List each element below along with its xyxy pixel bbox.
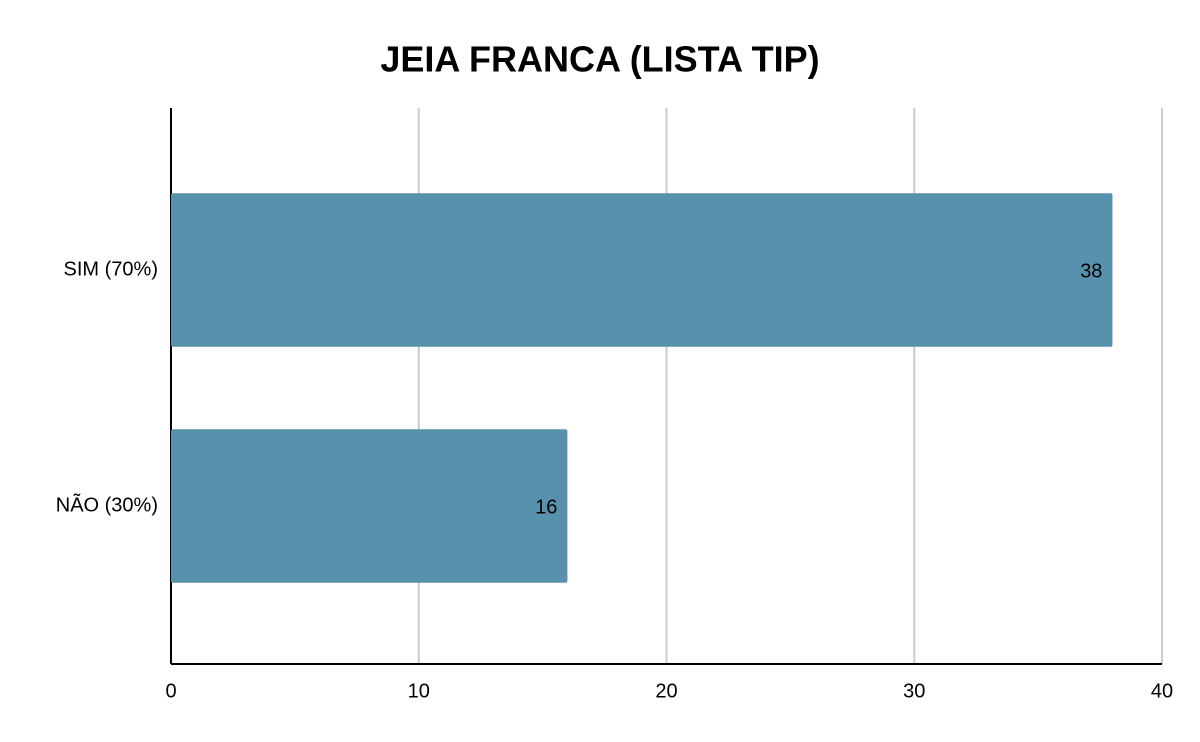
x-tick-label: 20 <box>655 680 677 702</box>
bar <box>171 429 568 583</box>
chart-title: JEIA FRANCA (LISTA TIP) <box>380 39 819 80</box>
x-tick-label: 0 <box>165 680 176 702</box>
bar <box>171 193 1113 347</box>
data-label: 38 <box>1080 260 1102 282</box>
data-label: 16 <box>535 496 557 518</box>
y-tick-label: NÃO (30%) <box>56 492 158 516</box>
x-tick-label: 30 <box>903 680 925 702</box>
x-tick-label: 40 <box>1151 680 1173 702</box>
y-tick-label: SIM (70%) <box>64 258 158 280</box>
x-tick-label: 10 <box>408 680 430 702</box>
